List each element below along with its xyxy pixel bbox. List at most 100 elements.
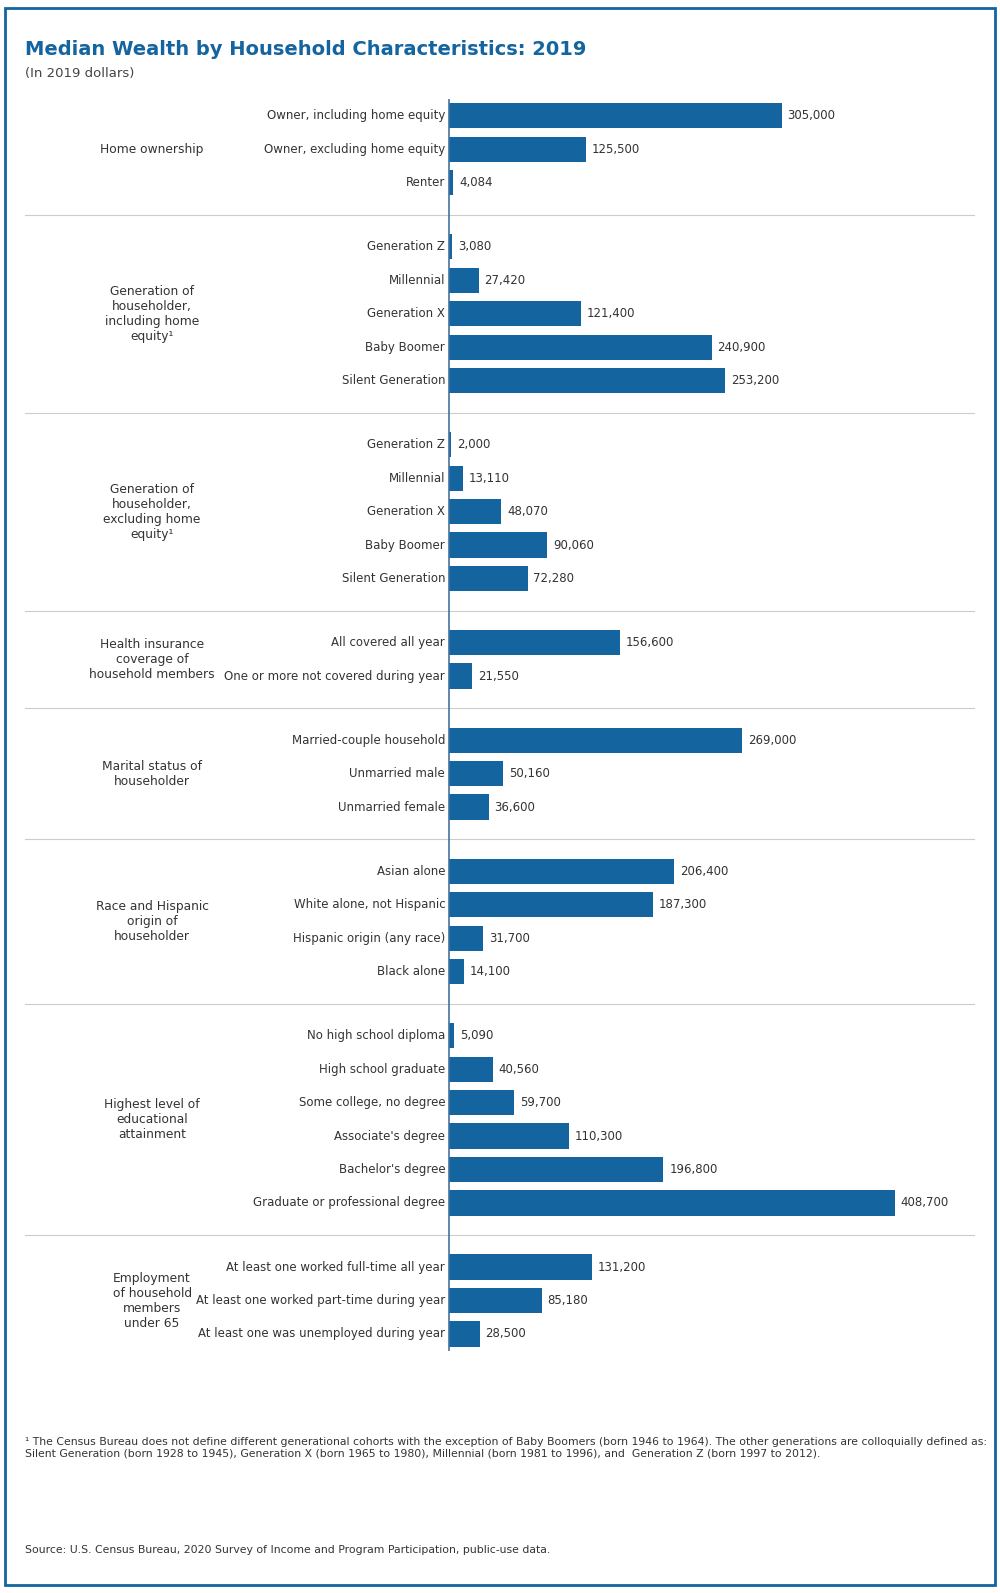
Bar	[449, 959, 464, 984]
Text: 4,084: 4,084	[459, 177, 492, 190]
Bar	[449, 104, 782, 129]
Text: Median Wealth by Household Characteristics: 2019: Median Wealth by Household Characteristi…	[25, 40, 586, 59]
Text: 187,300: 187,300	[659, 898, 707, 911]
Bar	[449, 465, 463, 491]
Text: 131,200: 131,200	[598, 1260, 646, 1273]
Bar	[449, 301, 581, 327]
Text: 253,200: 253,200	[731, 374, 779, 387]
Text: Silent Generation: Silent Generation	[342, 572, 445, 585]
Bar	[449, 368, 725, 393]
Text: Home ownership: Home ownership	[100, 143, 204, 156]
Text: Baby Boomer: Baby Boomer	[365, 341, 445, 354]
Bar	[449, 137, 586, 162]
Text: All covered all year: All covered all year	[331, 636, 445, 648]
Bar	[449, 170, 453, 196]
Text: Baby Boomer: Baby Boomer	[365, 538, 445, 551]
Bar	[449, 1190, 895, 1215]
Text: No high school diploma: No high school diploma	[307, 1029, 445, 1042]
Text: 2,000: 2,000	[457, 438, 490, 451]
Text: Black alone: Black alone	[377, 965, 445, 978]
Text: 13,110: 13,110	[469, 472, 510, 484]
Bar	[449, 1056, 493, 1082]
Bar	[449, 629, 620, 655]
Text: 5,090: 5,090	[460, 1029, 493, 1042]
Text: At least one worked part-time during year: At least one worked part-time during yea…	[196, 1294, 445, 1306]
Bar	[449, 268, 479, 293]
Bar	[449, 761, 503, 787]
Text: Marital status of
householder: Marital status of householder	[102, 760, 202, 787]
Text: White alone, not Hispanic: White alone, not Hispanic	[294, 898, 445, 911]
Text: 59,700: 59,700	[520, 1096, 561, 1109]
Text: 21,550: 21,550	[478, 669, 519, 682]
Text: 50,160: 50,160	[509, 768, 550, 781]
Bar	[449, 1090, 514, 1115]
Text: 14,100: 14,100	[470, 965, 511, 978]
Bar	[449, 1287, 542, 1313]
Text: Owner, excluding home equity: Owner, excluding home equity	[264, 143, 445, 156]
Bar	[449, 532, 547, 558]
Text: 305,000: 305,000	[787, 110, 835, 123]
Text: 28,500: 28,500	[486, 1327, 526, 1340]
Text: Asian alone: Asian alone	[377, 865, 445, 878]
Text: 121,400: 121,400	[587, 307, 635, 320]
Text: 240,900: 240,900	[717, 341, 766, 354]
Text: Highest level of
educational
attainment: Highest level of educational attainment	[104, 1098, 200, 1141]
Text: (In 2019 dollars): (In 2019 dollars)	[25, 67, 134, 80]
Text: 48,070: 48,070	[507, 505, 548, 518]
Bar	[449, 926, 483, 951]
Bar	[449, 335, 712, 360]
Text: Generation X: Generation X	[367, 307, 445, 320]
Text: Millennial: Millennial	[389, 274, 445, 287]
Text: At least one was unemployed during year: At least one was unemployed during year	[198, 1327, 445, 1340]
Text: Some college, no degree: Some college, no degree	[299, 1096, 445, 1109]
Text: Silent Generation: Silent Generation	[342, 374, 445, 387]
Text: 196,800: 196,800	[669, 1163, 718, 1176]
Text: Generation of
householder,
including home
equity¹: Generation of householder, including hom…	[105, 285, 199, 342]
Text: 31,700: 31,700	[489, 932, 530, 945]
Text: 90,060: 90,060	[553, 538, 594, 551]
Text: 156,600: 156,600	[625, 636, 674, 648]
Text: One or more not covered during year: One or more not covered during year	[224, 669, 445, 682]
Bar	[449, 795, 489, 820]
Text: Married-couple household: Married-couple household	[292, 734, 445, 747]
Text: 27,420: 27,420	[484, 274, 526, 287]
Bar	[449, 432, 451, 457]
Text: Associate's degree: Associate's degree	[334, 1129, 445, 1142]
Text: Owner, including home equity: Owner, including home equity	[267, 110, 445, 123]
Text: Employment
of household
members
under 65: Employment of household members under 65	[113, 1271, 192, 1330]
Text: 408,700: 408,700	[901, 1196, 949, 1209]
Text: Generation Z: Generation Z	[367, 241, 445, 253]
Bar	[449, 1255, 592, 1279]
Bar	[449, 1123, 569, 1149]
Bar	[449, 663, 472, 688]
Bar	[449, 234, 452, 260]
Bar	[449, 892, 653, 918]
Text: 269,000: 269,000	[748, 734, 796, 747]
Text: 72,280: 72,280	[533, 572, 574, 585]
Text: Unmarried female: Unmarried female	[338, 801, 445, 814]
Text: Generation X: Generation X	[367, 505, 445, 518]
Text: High school graduate: High school graduate	[319, 1063, 445, 1075]
Text: 85,180: 85,180	[547, 1294, 588, 1306]
Bar	[449, 859, 674, 884]
Bar	[449, 1023, 454, 1048]
Text: 206,400: 206,400	[680, 865, 728, 878]
Text: 110,300: 110,300	[575, 1129, 623, 1142]
Text: Race and Hispanic
origin of
householder: Race and Hispanic origin of householder	[96, 900, 209, 943]
Bar	[449, 499, 501, 524]
Text: Renter: Renter	[406, 177, 445, 190]
Text: Generation Z: Generation Z	[367, 438, 445, 451]
Text: Hispanic origin (any race): Hispanic origin (any race)	[293, 932, 445, 945]
Text: Bachelor's degree: Bachelor's degree	[339, 1163, 445, 1176]
Text: ¹ The Census Bureau does not define different generational cohorts with the exce: ¹ The Census Bureau does not define diff…	[25, 1437, 987, 1459]
Text: 40,560: 40,560	[499, 1063, 540, 1075]
Bar	[449, 1157, 663, 1182]
Text: Millennial: Millennial	[389, 472, 445, 484]
Text: Unmarried male: Unmarried male	[349, 768, 445, 781]
Text: 36,600: 36,600	[494, 801, 535, 814]
Text: Graduate or professional degree: Graduate or professional degree	[253, 1196, 445, 1209]
Text: Generation of
householder,
excluding home
equity¹: Generation of householder, excluding hom…	[103, 483, 201, 540]
Text: At least one worked full-time all year: At least one worked full-time all year	[226, 1260, 445, 1273]
Text: Source: U.S. Census Bureau, 2020 Survey of Income and Program Participation, pub: Source: U.S. Census Bureau, 2020 Survey …	[25, 1545, 550, 1555]
Bar	[449, 566, 528, 591]
